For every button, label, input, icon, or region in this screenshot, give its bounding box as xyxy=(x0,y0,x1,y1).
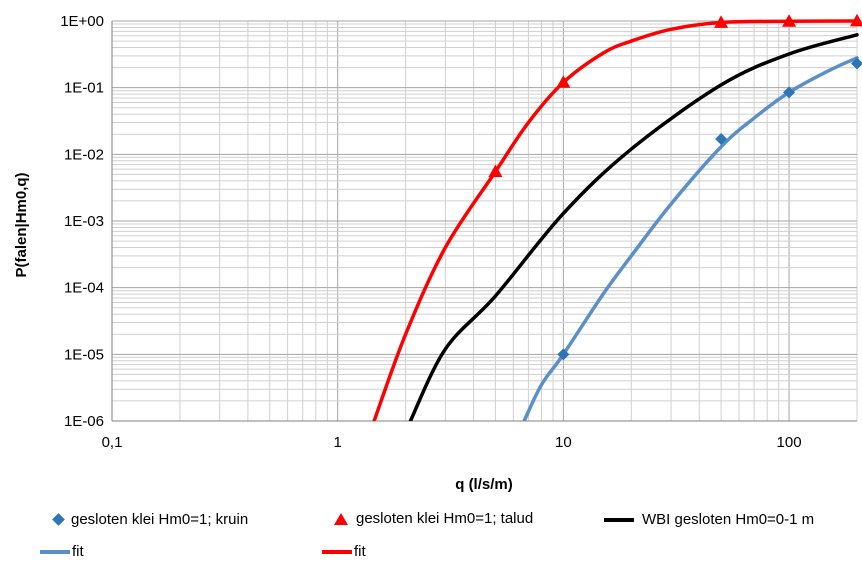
legend-item-kruin: gesloten klei Hm0=1; kruin xyxy=(50,511,248,528)
blue-line-icon xyxy=(40,549,70,554)
x-axis-title: q (l/s/m) xyxy=(455,476,513,493)
triangle-marker xyxy=(556,75,571,88)
legend-label: fit xyxy=(72,543,84,560)
series-line-2 xyxy=(408,33,859,421)
y-tick-label: 1E-04 xyxy=(64,280,104,297)
diamond-marker xyxy=(783,86,796,99)
x-tick-label: 0,1 xyxy=(102,434,123,451)
legend-label: fit xyxy=(354,543,366,560)
plot-series xyxy=(372,13,862,421)
y-tick-label: 1E-01 xyxy=(64,80,104,97)
legend-label: gesloten klei Hm0=1; kruin xyxy=(71,511,249,528)
y-tick-label: 1E+00 xyxy=(60,13,104,30)
axes xyxy=(111,21,857,422)
triangle-marker xyxy=(714,15,729,28)
series-line-3 xyxy=(522,56,859,421)
red-line-icon xyxy=(322,549,352,554)
y-tick-label: 1E-05 xyxy=(64,346,104,363)
x-tick-label: 1 xyxy=(334,434,342,451)
legend-item-fit-blue: fit xyxy=(40,543,84,560)
tick-labels: 0,1 1 10 100 1E-06 1E-05 1E-04 1E-03 1E-02 1E-01 1… xyxy=(60,13,801,451)
diamond-marker xyxy=(851,57,862,70)
diamond-marker xyxy=(557,348,570,361)
grid xyxy=(111,20,858,422)
y-tick-label: 1E-06 xyxy=(64,413,104,430)
legend-label: WBI gesloten Hm0=0-1 m xyxy=(642,511,815,528)
y-tick-label: 1E-02 xyxy=(64,146,104,163)
triangle-marker xyxy=(488,164,503,178)
x-tick-label: 10 xyxy=(555,434,572,451)
legend-item-talud: gesloten klei Hm0=1; talud xyxy=(332,510,533,527)
legend-label: gesloten klei Hm0=1; talud xyxy=(356,510,534,527)
black-line-icon xyxy=(604,517,634,522)
triangle-marker xyxy=(782,14,797,27)
triangle-marker-icon xyxy=(334,512,348,525)
legend-item-wbi: WBI gesloten Hm0=0-1 m xyxy=(604,511,814,528)
y-tick-label: 1E-03 xyxy=(64,213,104,230)
legend-item-fit-red: fit xyxy=(322,543,366,560)
y-axis-title: P(falen|Hm0,q) xyxy=(13,172,30,277)
series-line-4 xyxy=(372,19,859,421)
diamond-marker-icon xyxy=(52,513,65,526)
triangle-marker xyxy=(850,13,862,27)
diamond-marker xyxy=(715,132,728,145)
x-tick-label: 100 xyxy=(777,434,802,451)
